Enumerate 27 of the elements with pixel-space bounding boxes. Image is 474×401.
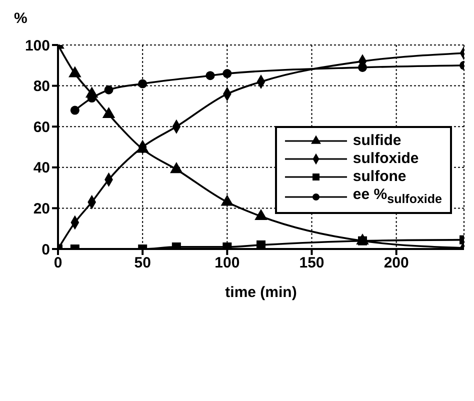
x-tick-label: 100 <box>214 254 240 272</box>
y-tick-label: 100 <box>24 37 50 54</box>
point <box>170 162 183 174</box>
point <box>206 71 215 80</box>
point <box>138 79 148 88</box>
y-tick-label: 40 <box>33 160 50 177</box>
y-axis-title: % <box>14 10 28 27</box>
legend-label: ee %$_{sulfoxide}$ <box>352 186 442 208</box>
point <box>256 240 266 249</box>
x-tick-label: 150 <box>299 254 324 272</box>
point <box>220 194 234 206</box>
point <box>104 85 114 94</box>
x-axis-title: time (min) <box>225 284 297 301</box>
point <box>70 106 80 115</box>
legend-label: sulfone <box>352 168 406 186</box>
x-tick-label: 200 <box>384 254 409 272</box>
x-tick-label: 0 <box>54 254 62 272</box>
point <box>358 62 367 72</box>
x-tick-label: 50 <box>134 254 151 272</box>
y-tick-label: 80 <box>33 78 50 96</box>
point <box>222 69 232 78</box>
legend-label: sulfide <box>352 132 402 150</box>
legend-label: sulfoxide <box>352 150 419 168</box>
point <box>254 208 268 220</box>
y-tick-label: 0 <box>42 241 50 258</box>
y-tick-label: 20 <box>33 200 50 218</box>
y-tick-label: 60 <box>33 118 50 136</box>
